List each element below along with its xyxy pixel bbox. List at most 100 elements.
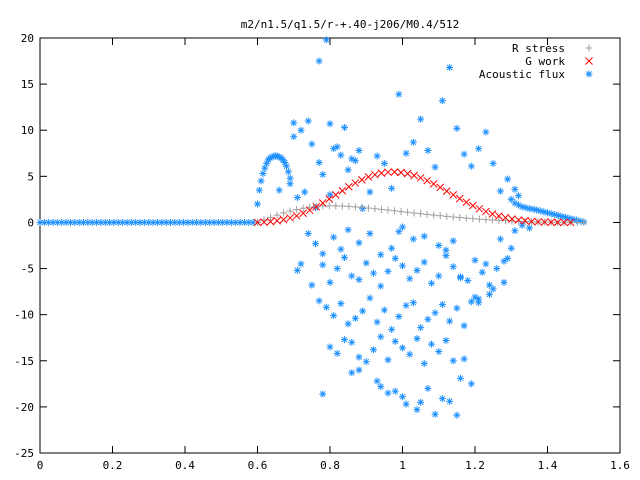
acoustic-flux-point	[391, 254, 399, 262]
acoustic-flux-point	[359, 307, 367, 315]
acoustic-flux-point	[366, 188, 374, 196]
acoustic-flux-point	[370, 269, 377, 277]
acoustic-flux-point	[388, 184, 396, 192]
acoustic-flux-point	[333, 265, 341, 273]
acoustic-flux-point	[399, 262, 406, 270]
g-work-point	[514, 216, 523, 224]
acoustic-flux-point	[438, 301, 446, 309]
acoustic-flux-point	[348, 369, 356, 377]
acoustic-flux-point	[504, 254, 512, 262]
acoustic-flux-point	[290, 119, 298, 127]
acoustic-flux-point	[413, 266, 421, 274]
r-stress-point	[449, 213, 457, 221]
x-tick-label: 1.4	[538, 459, 558, 472]
acoustic-flux-point	[308, 140, 316, 148]
acoustic-flux-point	[449, 357, 457, 365]
acoustic-flux-point	[471, 293, 479, 301]
acoustic-flux-point	[344, 226, 352, 234]
g-work-point	[429, 180, 438, 188]
acoustic-flux-point	[71, 218, 79, 226]
acoustic-flux-point	[330, 312, 338, 320]
acoustic-flux-point	[391, 337, 399, 345]
acoustic-flux-point	[420, 360, 428, 368]
acoustic-flux-point	[424, 315, 432, 323]
r-stress-point	[482, 216, 490, 224]
legend-marker	[585, 44, 593, 52]
acoustic-flux-point	[315, 57, 323, 65]
acoustic-flux-point	[344, 166, 352, 174]
acoustic-flux-point	[457, 374, 464, 382]
acoustic-flux-point	[388, 244, 396, 252]
acoustic-flux-point	[377, 251, 385, 259]
y-tick-label: 0	[27, 216, 34, 229]
r-stress-point	[573, 218, 581, 226]
acoustic-flux-point	[257, 177, 265, 185]
g-work-point	[534, 217, 542, 226]
acoustic-flux-point	[438, 395, 446, 403]
y-tick-label: 20	[21, 32, 34, 45]
acoustic-flux-point	[380, 306, 388, 314]
acoustic-flux-point	[460, 355, 468, 363]
acoustic-flux-point	[475, 145, 483, 153]
r-stress-point	[267, 213, 275, 221]
r-stress-point	[332, 202, 340, 210]
acoustic-flux-point	[167, 218, 174, 226]
g-work-point	[468, 201, 477, 210]
r-stress-point	[488, 216, 496, 224]
acoustic-flux-point	[370, 346, 377, 354]
g-work-point	[292, 211, 301, 220]
acoustic-flux-point	[214, 218, 222, 226]
g-work-point	[377, 169, 386, 177]
acoustic-flux-point	[446, 397, 454, 405]
g-work-point	[436, 183, 445, 192]
acoustic-flux-point	[409, 138, 417, 146]
acoustic-flux-point	[467, 298, 475, 306]
g-work-point	[279, 215, 288, 224]
acoustic-flux-point	[362, 358, 370, 366]
acoustic-flux-point	[254, 200, 261, 208]
acoustic-flux-point	[377, 282, 385, 290]
acoustic-flux-point	[304, 230, 312, 238]
acoustic-flux-point	[297, 260, 305, 268]
acoustic-flux-point	[511, 185, 519, 193]
acoustic-flux-point	[240, 218, 248, 226]
acoustic-flux-point	[511, 227, 519, 235]
x-tick-label: 1.6	[610, 459, 630, 472]
acoustic-flux-point	[420, 258, 428, 266]
acoustic-flux-point	[395, 313, 403, 321]
r-stress-point	[515, 217, 522, 225]
acoustic-flux-point	[377, 383, 385, 391]
plot-frame	[39, 37, 621, 454]
r-stress-point	[410, 209, 418, 217]
acoustic-flux-point	[337, 300, 345, 308]
g-work-point	[553, 218, 562, 227]
data-marks	[36, 36, 588, 419]
acoustic-flux-point	[442, 336, 450, 344]
g-work-point	[286, 214, 294, 222]
r-stress-point	[377, 205, 385, 213]
acoustic-flux-point	[515, 192, 522, 200]
acoustic-flux-point	[446, 317, 454, 325]
acoustic-flux-point	[435, 348, 443, 356]
acoustic-flux-point	[341, 123, 348, 131]
acoustic-flux-point	[348, 272, 356, 280]
y-tick-label: 5	[27, 170, 34, 183]
r-stress-point	[469, 215, 477, 223]
r-stress-point	[391, 207, 399, 215]
acoustic-flux-point	[49, 218, 57, 226]
acoustic-flux-point	[391, 387, 399, 395]
acoustic-flux-point	[355, 353, 363, 361]
acoustic-flux-point	[424, 147, 432, 155]
legend-label: G work	[525, 55, 565, 68]
acoustic-flux-point	[319, 261, 327, 269]
series-r-stress	[254, 202, 588, 226]
acoustic-flux-point	[366, 230, 374, 238]
r-stress-point	[456, 214, 464, 222]
g-work-point	[358, 175, 366, 184]
acoustic-flux-point	[290, 133, 298, 141]
acoustic-flux-point	[322, 303, 330, 311]
acoustic-flux-point	[395, 90, 403, 98]
acoustic-flux-point	[249, 218, 257, 226]
acoustic-flux-point	[337, 245, 345, 253]
